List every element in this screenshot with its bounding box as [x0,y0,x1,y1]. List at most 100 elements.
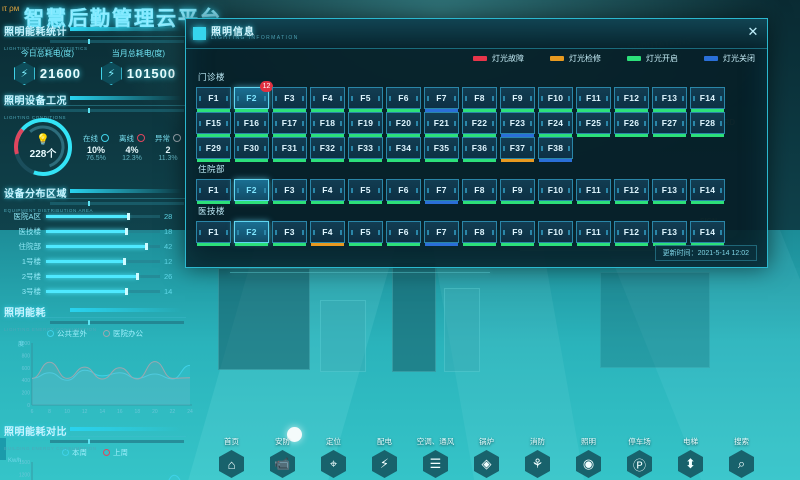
floor-button[interactable]: F14 [690,87,725,112]
floor-button[interactable]: F2 [234,179,269,204]
floor-button[interactable]: F9 [500,179,535,204]
status-bar [197,243,230,246]
floor-button[interactable]: F16 [234,112,269,137]
floor-button[interactable]: F23 [500,112,535,137]
nav-item-elevator[interactable]: 电梯 ⬍ [665,436,716,478]
hvac-icon[interactable]: ☰ [423,450,448,478]
floor-button[interactable]: F37 [500,137,535,162]
location-icon[interactable]: ⌖ [321,450,346,478]
floor-button[interactable]: F20 [386,112,421,137]
nav-item-boiler[interactable]: 锅炉 ◈ [461,436,512,478]
nav-item-camera[interactable]: 安防 📹 [257,436,308,478]
floor-button[interactable]: F17 [272,112,307,137]
nav-item-home[interactable]: 首页 ⌂ [206,436,257,478]
floor-button[interactable]: F18 [310,112,345,137]
nav-item-parking[interactable]: 停车场 Ⓟ [614,436,665,478]
floor-button[interactable]: F13 [652,221,687,246]
floor-button[interactable]: F6 [386,221,421,246]
floor-button[interactable]: F4 [310,221,345,246]
floor-button[interactable]: F3 [272,179,307,204]
floor-button-label: F33 [357,143,374,153]
floor-button[interactable]: F5 [348,221,383,246]
floor-button[interactable]: F22 [462,112,497,137]
nav-item-hvac[interactable]: 空调、通风 ☰ [410,436,461,478]
floor-button[interactable]: F36 [462,137,497,162]
home-icon[interactable]: ⌂ [219,450,244,478]
floor-button[interactable]: F10 [538,87,573,112]
floor-button[interactable]: F5 [348,87,383,112]
floor-button[interactable]: F12 [614,221,649,246]
floor-button[interactable]: F12 [614,87,649,112]
floor-button[interactable]: F35 [424,137,459,162]
nav-item-lighting[interactable]: 照明 ◉ [563,436,614,478]
floor-button[interactable]: F38 [538,137,573,162]
floor-button[interactable]: F24 [538,112,573,137]
floor-button[interactable]: F4 [310,179,345,204]
floor-button[interactable]: F1 [196,87,231,112]
close-icon[interactable]: ✕ [747,24,759,39]
floor-button[interactable]: F11 [576,221,611,246]
floor-button[interactable]: F2 12 [234,81,273,112]
floor-button[interactable]: F15 [196,112,231,137]
floor-button[interactable]: F12 [614,179,649,204]
distribution-track[interactable] [46,258,160,265]
distribution-track[interactable] [46,228,160,235]
floor-button[interactable]: F19 [348,112,383,137]
floor-button[interactable]: F27 [652,112,687,137]
floor-button[interactable]: F3 [272,87,307,112]
panel-header: 照明能耗对比 [4,422,186,438]
lighting-icon[interactable]: ◉ [576,450,601,478]
nav-item-search[interactable]: 搜索 ⌕ [716,436,767,478]
nav-item-fire[interactable]: 消防 ⚘ [512,436,563,478]
floor-button[interactable]: F13 [652,179,687,204]
floor-button[interactable]: F2 [234,221,269,246]
panel-subtitle: LIGHTING CONDITIONS [4,115,67,120]
floor-button[interactable]: F4 [310,87,345,112]
floor-button[interactable]: F7 [424,87,459,112]
floor-button[interactable]: F10 [538,221,573,246]
floor-button[interactable]: F30 [234,137,269,162]
floor-button[interactable]: F14 [690,179,725,204]
floor-button[interactable]: F6 [386,179,421,204]
floor-button[interactable]: F1 [196,179,231,204]
floor-button[interactable]: F21 [424,112,459,137]
floor-button[interactable]: F7 [424,221,459,246]
floor-button[interactable]: F3 [272,221,307,246]
floor-button[interactable]: F29 [196,137,231,162]
distribution-track[interactable] [46,288,160,295]
nav-item-power[interactable]: 配电 ⚡ [359,436,410,478]
floor-button[interactable]: F13 [652,87,687,112]
floor-button[interactable]: F1 [196,221,231,246]
elevator-icon[interactable]: ⬍ [678,450,703,478]
camera-icon[interactable]: 📹 [270,450,295,478]
floor-button[interactable]: F8 [462,87,497,112]
floor-button[interactable]: F9 [500,87,535,112]
floor-button[interactable]: F31 [272,137,307,162]
floor-button[interactable]: F26 [614,112,649,137]
floor-button[interactable]: F7 [424,179,459,204]
fire-icon[interactable]: ⚘ [525,450,550,478]
floor-button[interactable]: F9 [500,221,535,246]
distribution-track[interactable] [46,213,160,220]
floor-button[interactable]: F25 [576,112,611,137]
floor-button[interactable]: F8 [462,179,497,204]
floor-button[interactable]: F11 [576,179,611,204]
power-icon[interactable]: ⚡ [372,450,397,478]
distribution-track[interactable] [46,243,160,250]
floor-button[interactable]: F8 [462,221,497,246]
boiler-icon[interactable]: ◈ [474,450,499,478]
distribution-track[interactable] [46,273,160,280]
floor-button-label: F24 [547,118,564,128]
floor-button[interactable]: F14 [690,221,725,246]
floor-button[interactable]: F33 [348,137,383,162]
parking-icon[interactable]: Ⓟ [627,450,652,478]
floor-button[interactable]: F6 [386,87,421,112]
floor-button[interactable]: F32 [310,137,345,162]
search-icon[interactable]: ⌕ [729,450,754,478]
floor-button[interactable]: F10 [538,179,573,204]
nav-item-location[interactable]: 定位 ⌖ [308,436,359,478]
floor-button[interactable]: F5 [348,179,383,204]
floor-button[interactable]: F28 [690,112,725,137]
floor-button[interactable]: F34 [386,137,421,162]
floor-button[interactable]: F11 [576,87,611,112]
